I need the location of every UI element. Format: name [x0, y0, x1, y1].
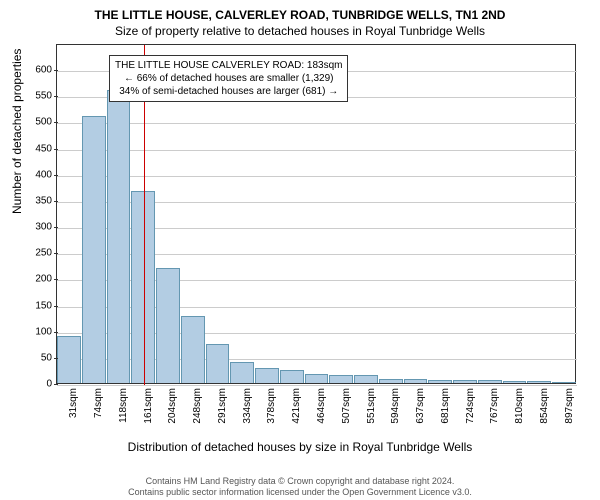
- x-tick-label: 204sqm: [167, 388, 178, 424]
- plot-area: THE LITTLE HOUSE CALVERLEY ROAD: 183sqm←…: [56, 44, 576, 384]
- chart-title: THE LITTLE HOUSE, CALVERLEY ROAD, TUNBRI…: [0, 0, 600, 22]
- y-tick-label: 200: [22, 274, 52, 285]
- y-tick-mark: [54, 358, 58, 359]
- histogram-bar: [230, 362, 254, 383]
- histogram-bar: [156, 268, 180, 383]
- annotation-line: ← 66% of detached houses are smaller (1,…: [115, 72, 342, 85]
- x-tick-label: 421sqm: [291, 388, 302, 424]
- histogram-bar: [354, 375, 378, 383]
- x-tick-label: 74sqm: [93, 388, 104, 418]
- gridline: [57, 150, 577, 151]
- histogram-bar: [329, 375, 353, 383]
- y-tick-label: 50: [22, 352, 52, 363]
- x-axis-label: Distribution of detached houses by size …: [0, 440, 600, 454]
- y-tick-mark: [54, 384, 58, 385]
- x-tick-label: 464sqm: [316, 388, 327, 424]
- footer-line-2: Contains public sector information licen…: [0, 487, 600, 498]
- gridline: [57, 176, 577, 177]
- x-tick-label: 161sqm: [143, 388, 154, 424]
- y-tick-mark: [54, 175, 58, 176]
- y-tick-mark: [54, 96, 58, 97]
- histogram-bar: [181, 316, 205, 383]
- histogram-bar: [107, 90, 131, 383]
- y-tick-mark: [54, 70, 58, 71]
- histogram-bar: [379, 379, 403, 383]
- chart-area: THE LITTLE HOUSE CALVERLEY ROAD: 183sqm←…: [56, 44, 576, 384]
- y-tick-label: 350: [22, 195, 52, 206]
- histogram-bar: [527, 381, 551, 383]
- y-tick-mark: [54, 149, 58, 150]
- histogram-bar: [503, 381, 527, 383]
- x-tick-label: 767sqm: [489, 388, 500, 424]
- histogram-bar: [404, 379, 428, 383]
- y-tick-mark: [54, 253, 58, 254]
- y-tick-mark: [54, 201, 58, 202]
- x-tick-label: 637sqm: [415, 388, 426, 424]
- x-tick-label: 248sqm: [192, 388, 203, 424]
- histogram-bar: [453, 380, 477, 383]
- histogram-bar: [552, 382, 576, 383]
- y-tick-mark: [54, 227, 58, 228]
- histogram-bar: [57, 336, 81, 383]
- y-tick-mark: [54, 332, 58, 333]
- y-tick-label: 600: [22, 65, 52, 76]
- gridline: [57, 123, 577, 124]
- x-tick-label: 897sqm: [564, 388, 575, 424]
- chart-container: THE LITTLE HOUSE, CALVERLEY ROAD, TUNBRI…: [0, 0, 600, 500]
- histogram-bar: [206, 344, 230, 383]
- x-tick-label: 31sqm: [68, 388, 79, 418]
- y-tick-label: 400: [22, 169, 52, 180]
- x-tick-label: 507sqm: [341, 388, 352, 424]
- annotation-line: THE LITTLE HOUSE CALVERLEY ROAD: 183sqm: [115, 59, 342, 72]
- y-axis: 050100150200250300350400450500550600: [20, 44, 54, 384]
- histogram-bar: [305, 374, 329, 383]
- y-tick-label: 500: [22, 117, 52, 128]
- x-tick-label: 681sqm: [440, 388, 451, 424]
- histogram-bar: [280, 370, 304, 383]
- x-tick-label: 854sqm: [539, 388, 550, 424]
- y-tick-mark: [54, 122, 58, 123]
- y-tick-label: 450: [22, 143, 52, 154]
- histogram-bar: [428, 380, 452, 383]
- x-tick-label: 724sqm: [465, 388, 476, 424]
- x-tick-label: 118sqm: [118, 388, 129, 423]
- chart-subtitle: Size of property relative to detached ho…: [0, 22, 600, 38]
- x-tick-label: 810sqm: [514, 388, 525, 424]
- y-tick-label: 300: [22, 222, 52, 233]
- y-tick-mark: [54, 279, 58, 280]
- x-tick-label: 291sqm: [217, 388, 228, 424]
- annotation-box: THE LITTLE HOUSE CALVERLEY ROAD: 183sqm←…: [109, 55, 348, 102]
- y-tick-mark: [54, 306, 58, 307]
- y-tick-label: 550: [22, 91, 52, 102]
- histogram-bar: [255, 368, 279, 383]
- footer-line-1: Contains HM Land Registry data © Crown c…: [0, 476, 600, 487]
- y-tick-label: 100: [22, 326, 52, 337]
- x-tick-label: 378sqm: [266, 388, 277, 424]
- histogram-bar: [82, 116, 106, 383]
- y-tick-label: 0: [22, 379, 52, 390]
- x-tick-label: 334sqm: [242, 388, 253, 424]
- x-tick-label: 551sqm: [366, 388, 377, 424]
- gridline: [57, 385, 577, 386]
- annotation-line: 34% of semi-detached houses are larger (…: [115, 85, 342, 98]
- x-tick-label: 594sqm: [390, 388, 401, 424]
- histogram-bar: [478, 380, 502, 383]
- footer-attribution: Contains HM Land Registry data © Crown c…: [0, 476, 600, 498]
- y-tick-label: 150: [22, 300, 52, 311]
- y-tick-label: 250: [22, 248, 52, 259]
